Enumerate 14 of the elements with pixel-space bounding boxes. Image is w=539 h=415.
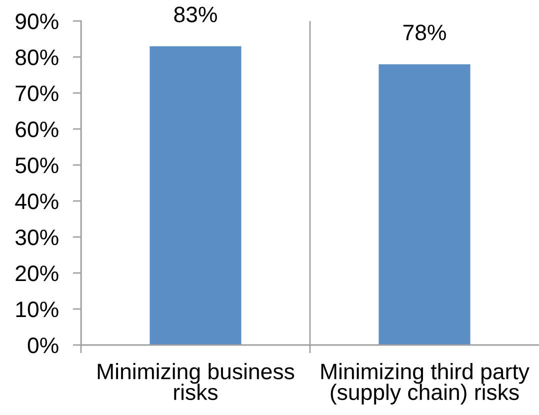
y-tick-label: 60% xyxy=(16,122,58,138)
y-tick-label: 80% xyxy=(16,50,58,66)
y-tick-label: 50% xyxy=(16,158,58,174)
data-label: 78% xyxy=(403,24,446,40)
y-tick-label: 0% xyxy=(28,338,58,354)
y-tick-label: 20% xyxy=(16,266,58,282)
x-tick-label: Minimizing third party (supply chain) risks xyxy=(321,363,530,404)
y-tick-label: 40% xyxy=(15,194,58,210)
data-label: 83% xyxy=(174,6,217,22)
y-tick-label: 10% xyxy=(16,302,58,318)
x-tick-label: Minimizing business risks xyxy=(98,363,294,400)
y-tick-label: 30% xyxy=(15,230,58,246)
y-tick-label: 70% xyxy=(16,86,58,102)
y-tick-label: 90% xyxy=(16,14,58,30)
